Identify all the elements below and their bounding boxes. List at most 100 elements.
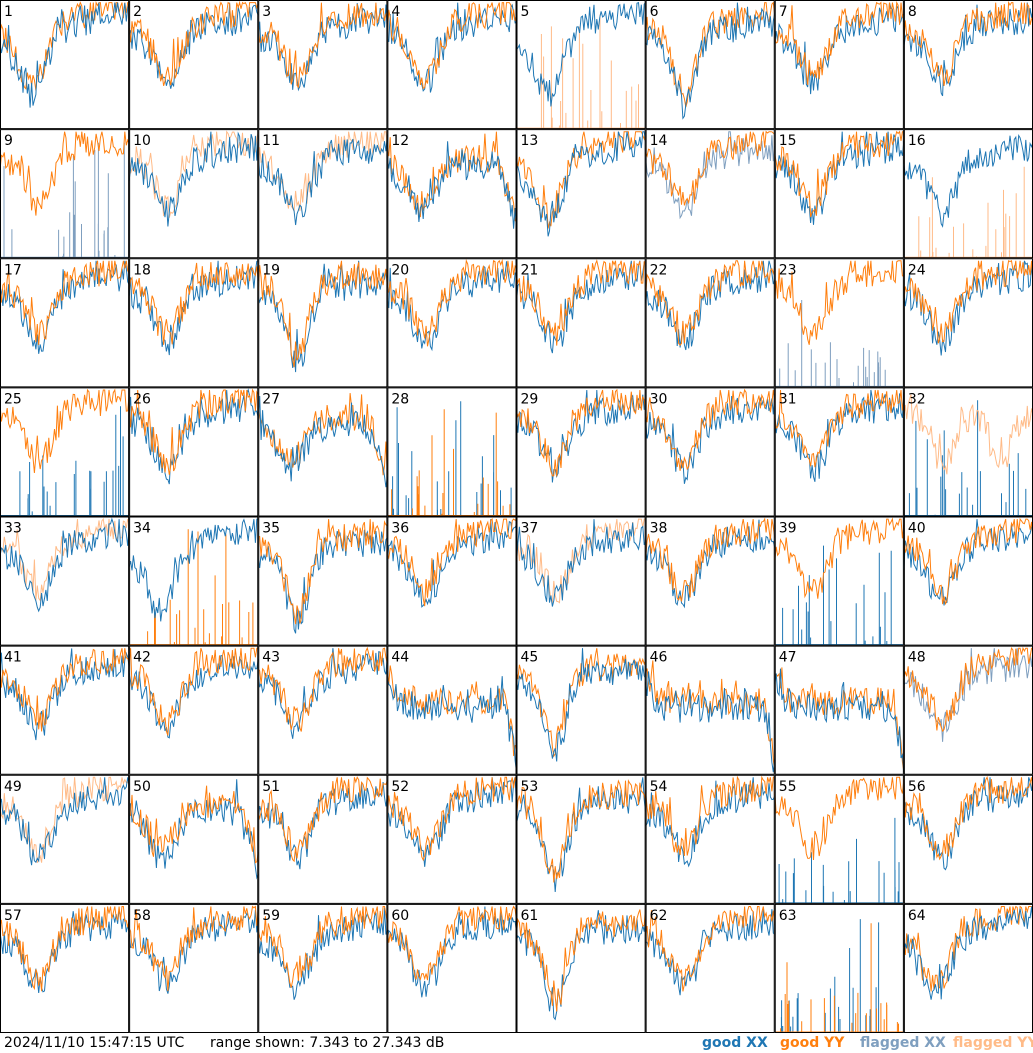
panel-traces [258, 906, 388, 1000]
panel-traces [258, 646, 388, 739]
panel-52: 52 [387, 774, 517, 904]
panel-label: 63 [779, 908, 797, 924]
trace-xx [645, 519, 775, 609]
trace-yy [645, 388, 775, 471]
trace-xx [387, 261, 517, 352]
panel-border [774, 129, 904, 259]
panel-label: 56 [908, 779, 926, 795]
trace-yy [129, 388, 259, 475]
trace-yy [387, 665, 517, 757]
panel-traces [903, 133, 1033, 258]
panel-traces [129, 647, 259, 739]
panel-border [0, 129, 130, 259]
panel-traces [903, 905, 1033, 1000]
panel-traces [388, 401, 516, 516]
trace-yy [774, 776, 904, 861]
trace-yy [516, 648, 646, 758]
panel-59: 59 [258, 903, 388, 1033]
panel-label: 43 [262, 650, 280, 666]
panel-border [645, 516, 775, 646]
trace-xx [775, 919, 903, 1033]
trace-xx [388, 401, 516, 516]
panel-border [258, 774, 388, 904]
panel-22: 22 [645, 258, 775, 388]
panel-label: 36 [391, 521, 409, 537]
panel-19: 19 [258, 258, 388, 388]
panel-57: 57 [0, 903, 130, 1033]
panel-traces [258, 260, 388, 373]
panel-label: 62 [650, 908, 668, 924]
panel-border [516, 387, 646, 517]
panel-traces [645, 775, 775, 868]
panel-border [387, 645, 517, 775]
panel-37: 37 [516, 516, 646, 646]
panel-35: 35 [258, 516, 388, 646]
panel-58: 58 [129, 903, 259, 1033]
panel-border [774, 387, 904, 517]
panel-1: 1 [0, 0, 130, 130]
trace-xx [0, 648, 130, 741]
panel-border [774, 645, 904, 775]
panel-border [774, 258, 904, 388]
panel-label: 42 [133, 650, 151, 666]
trace-xx [903, 648, 1033, 742]
panel-label: 1 [4, 4, 13, 20]
panel-border [516, 903, 646, 1033]
panel-label: 3 [262, 4, 271, 20]
panel-border [774, 903, 904, 1033]
trace-xx [903, 906, 1033, 1000]
panel-border [129, 387, 259, 517]
panel-label: 12 [391, 133, 409, 149]
panel-traces [0, 517, 130, 613]
panel-4: 4 [387, 0, 517, 130]
panel-traces [645, 517, 775, 609]
panel-23: 23 [774, 258, 904, 388]
panel-border [129, 516, 259, 646]
legend-flagged-yy: flagged YY [953, 1035, 1033, 1051]
panel-label: 45 [521, 650, 539, 666]
panel-label: 32 [908, 391, 926, 407]
panel-31: 31 [774, 387, 904, 517]
panel-61: 61 [516, 903, 646, 1033]
trace-yy [516, 259, 646, 346]
panel-border [903, 0, 1033, 130]
panel-traces [645, 906, 775, 996]
panel-traces [645, 660, 775, 773]
panel-traces [387, 131, 517, 230]
panel-border [645, 387, 775, 517]
panel-label: 30 [650, 391, 668, 407]
panel-24: 24 [903, 258, 1033, 388]
panel-21: 21 [516, 258, 646, 388]
panel-border [774, 516, 904, 646]
panel-traces [774, 517, 904, 646]
trace-yy [516, 906, 646, 1012]
trace-yy [516, 388, 646, 477]
panel-label: 10 [133, 133, 151, 149]
panel-2: 2 [129, 0, 259, 130]
panel-traces [903, 646, 1033, 742]
panel-label: 28 [391, 391, 409, 407]
trace-xx [387, 906, 517, 998]
trace-yy [129, 785, 259, 864]
panel-label: 29 [521, 391, 539, 407]
panel-traces [774, 260, 904, 387]
panel-border [129, 903, 259, 1033]
trace-yy [0, 906, 130, 992]
panel-label: 13 [521, 133, 539, 149]
panel-label: 35 [262, 521, 280, 537]
panel-label: 41 [4, 650, 22, 666]
trace-xx [903, 777, 1033, 871]
panel-33: 33 [0, 516, 130, 646]
panel-border [129, 0, 259, 130]
panel-6: 6 [645, 0, 775, 130]
trace-yy [129, 647, 259, 736]
panel-label: 27 [262, 391, 280, 407]
panel-label: 64 [908, 908, 926, 924]
panel-traces [0, 648, 130, 741]
panel-12: 12 [387, 129, 517, 259]
trace-yy [387, 905, 517, 981]
panel-16: 16 [903, 129, 1033, 259]
legend-good-xx: good XX [702, 1035, 768, 1051]
panel-traces [774, 389, 904, 482]
trace-yy [903, 517, 1033, 606]
